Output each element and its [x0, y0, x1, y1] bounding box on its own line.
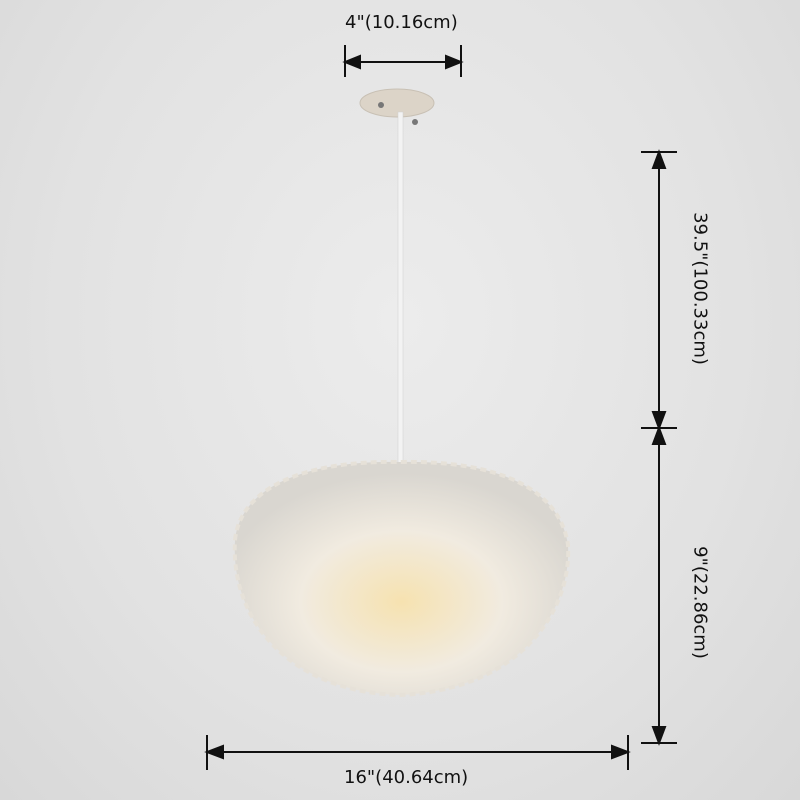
suspension-rod — [397, 111, 404, 468]
canopy-width-dimension-line — [342, 45, 464, 77]
arrowhead — [651, 726, 667, 746]
canopy-screw — [378, 102, 384, 108]
arrowhead — [651, 411, 667, 431]
shade-width-label: 16"(40.64cm) — [344, 767, 469, 788]
ceiling-canopy — [359, 88, 435, 118]
pendant-lamp — [232, 88, 571, 698]
dimension-lines — [204, 45, 677, 770]
feather-shade — [232, 459, 571, 698]
arrowhead — [611, 744, 631, 760]
shade-width-dimension-line — [204, 735, 631, 770]
cord-length-label: 39.5"(100.33cm) — [689, 212, 711, 365]
canopy-screw — [412, 119, 418, 125]
canopy-width-label: 4"(10.16cm) — [345, 12, 458, 33]
arrowhead — [204, 744, 224, 760]
arrowhead — [651, 149, 667, 169]
vertical-dimension-lines — [641, 149, 677, 746]
arrowhead — [342, 54, 361, 70]
arrowhead — [651, 425, 667, 445]
arrowhead — [445, 54, 464, 70]
shade-height-label: 9"(22.86cm) — [689, 546, 711, 659]
